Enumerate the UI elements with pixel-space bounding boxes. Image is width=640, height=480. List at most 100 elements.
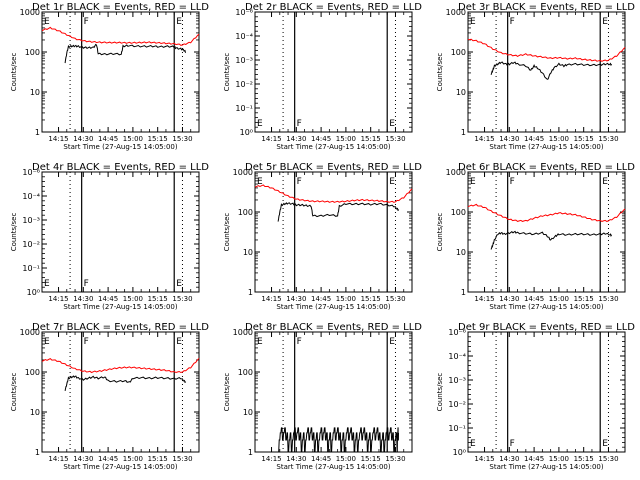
x-tick-label: 14:30 <box>73 135 93 143</box>
y-tick-label: 10⁰ <box>240 128 253 137</box>
panel-title: Det 8r BLACK = Events, RED = LLD <box>245 322 422 333</box>
marker-label: F <box>297 119 302 129</box>
y-tick-label: 10⁻⁶ <box>22 168 40 177</box>
y-tick-label: 100 <box>238 368 253 377</box>
panel-title: Det 5r BLACK = Events, RED = LLD <box>245 162 422 173</box>
y-tick-label: 1 <box>248 448 253 457</box>
marker-label: E <box>389 337 395 347</box>
y-tick-label: 10 <box>456 248 466 257</box>
series-events-line <box>490 230 613 250</box>
x-axis-label: Start Time (27-Aug-15 14:05:00) <box>276 143 390 151</box>
y-tick-label: 10⁻³ <box>235 56 253 65</box>
y-tick-label: 10⁻⁶ <box>448 328 466 337</box>
marker-label: E <box>389 119 395 129</box>
y-tick-label: 1000 <box>233 168 253 177</box>
series-events-line <box>278 427 399 453</box>
y-axis-label: Counts/sec <box>436 213 444 252</box>
y-tick-label: 10⁻¹ <box>448 424 466 433</box>
x-tick-label: 15:00 <box>549 455 569 463</box>
panel-title: Det 4r BLACK = Events, RED = LLD <box>32 162 209 173</box>
y-tick-label: 1 <box>461 288 466 297</box>
x-tick-label: 15:30 <box>598 135 618 143</box>
marker-label: E <box>470 439 476 449</box>
x-tick-label: 15:15 <box>361 295 381 303</box>
x-tick-label: 14:30 <box>73 295 93 303</box>
x-tick-label: 15:15 <box>148 135 168 143</box>
y-tick-label: 10⁻³ <box>448 376 466 385</box>
y-tick-label: 10⁻⁴ <box>22 192 40 201</box>
marker-label: E <box>44 279 50 289</box>
x-tick-label: 14:15 <box>48 455 68 463</box>
marker-label: F <box>84 279 89 289</box>
y-tick-label: 1 <box>248 288 253 297</box>
x-tick-label: 15:30 <box>598 295 618 303</box>
x-tick-label: 14:45 <box>524 455 544 463</box>
series-events-line <box>490 61 613 80</box>
y-tick-label: 10⁻⁴ <box>235 32 253 41</box>
x-tick-label: 14:45 <box>311 455 331 463</box>
x-tick-label: 15:15 <box>361 455 381 463</box>
x-axis-label: Start Time (27-Aug-15 14:05:00) <box>63 463 177 471</box>
series-lld-line <box>467 203 626 222</box>
x-axis-label: Start Time (27-Aug-15 14:05:00) <box>276 303 390 311</box>
y-tick-label: 100 <box>25 48 40 57</box>
x-tick-label: 14:45 <box>311 135 331 143</box>
marker-label: F <box>297 337 302 347</box>
x-axis-label: Start Time (27-Aug-15 14:05:00) <box>63 143 177 151</box>
x-tick-label: 14:45 <box>524 135 544 143</box>
y-tick-label: 10⁻² <box>22 240 40 249</box>
y-tick-label: 10 <box>243 408 253 417</box>
marker-label: E <box>257 177 263 187</box>
series-lld-line <box>41 357 200 374</box>
series-lld-line <box>467 38 626 62</box>
marker-label: E <box>470 17 476 27</box>
y-tick-label: 1000 <box>446 168 466 177</box>
y-axis-label: Counts/sec <box>10 213 18 252</box>
y-tick-label: 100 <box>451 208 466 217</box>
y-axis-label: Counts/sec <box>10 373 18 412</box>
series-events-line <box>64 375 187 391</box>
x-tick-label: 14:15 <box>474 295 494 303</box>
panel-title: Det 3r BLACK = Events, RED = LLD <box>458 2 635 13</box>
y-tick-label: 100 <box>451 48 466 57</box>
x-tick-label: 14:45 <box>311 295 331 303</box>
y-axis-label: Counts/sec <box>223 53 231 92</box>
x-tick-label: 15:15 <box>148 295 168 303</box>
x-tick-label: 14:15 <box>474 455 494 463</box>
marker-label: E <box>257 119 263 129</box>
y-tick-label: 10 <box>30 408 40 417</box>
marker-label: E <box>602 439 608 449</box>
x-axis-label: Start Time (27-Aug-15 14:05:00) <box>489 143 603 151</box>
x-axis-label: Start Time (27-Aug-15 14:05:00) <box>63 303 177 311</box>
x-tick-label: 14:15 <box>261 135 281 143</box>
x-tick-label: 14:30 <box>286 295 306 303</box>
panel-title: Det 6r BLACK = Events, RED = LLD <box>458 162 635 173</box>
x-tick-label: 15:30 <box>385 455 405 463</box>
x-tick-label: 15:00 <box>336 295 356 303</box>
x-tick-label: 14:30 <box>499 455 519 463</box>
marker-label: E <box>176 17 182 27</box>
x-axis-label: Start Time (27-Aug-15 14:05:00) <box>489 463 603 471</box>
x-tick-label: 15:30 <box>385 295 405 303</box>
y-tick-label: 10⁻⁶ <box>235 8 253 17</box>
y-axis-label: Counts/sec <box>10 53 18 92</box>
marker-label: E <box>602 17 608 27</box>
x-tick-label: 14:45 <box>98 135 118 143</box>
y-tick-label: 1000 <box>446 8 466 17</box>
series-events-line <box>64 43 187 64</box>
marker-label: F <box>510 17 515 27</box>
x-tick-label: 14:15 <box>48 135 68 143</box>
x-tick-label: 15:15 <box>574 295 594 303</box>
x-tick-label: 15:15 <box>361 135 381 143</box>
x-tick-label: 14:45 <box>98 295 118 303</box>
plot-frame <box>254 171 413 293</box>
x-tick-label: 15:30 <box>598 455 618 463</box>
plot-frame <box>467 171 626 293</box>
x-tick-label: 14:15 <box>48 295 68 303</box>
marker-label: E <box>176 279 182 289</box>
plot-frame <box>41 11 200 133</box>
x-tick-label: 15:30 <box>172 295 192 303</box>
